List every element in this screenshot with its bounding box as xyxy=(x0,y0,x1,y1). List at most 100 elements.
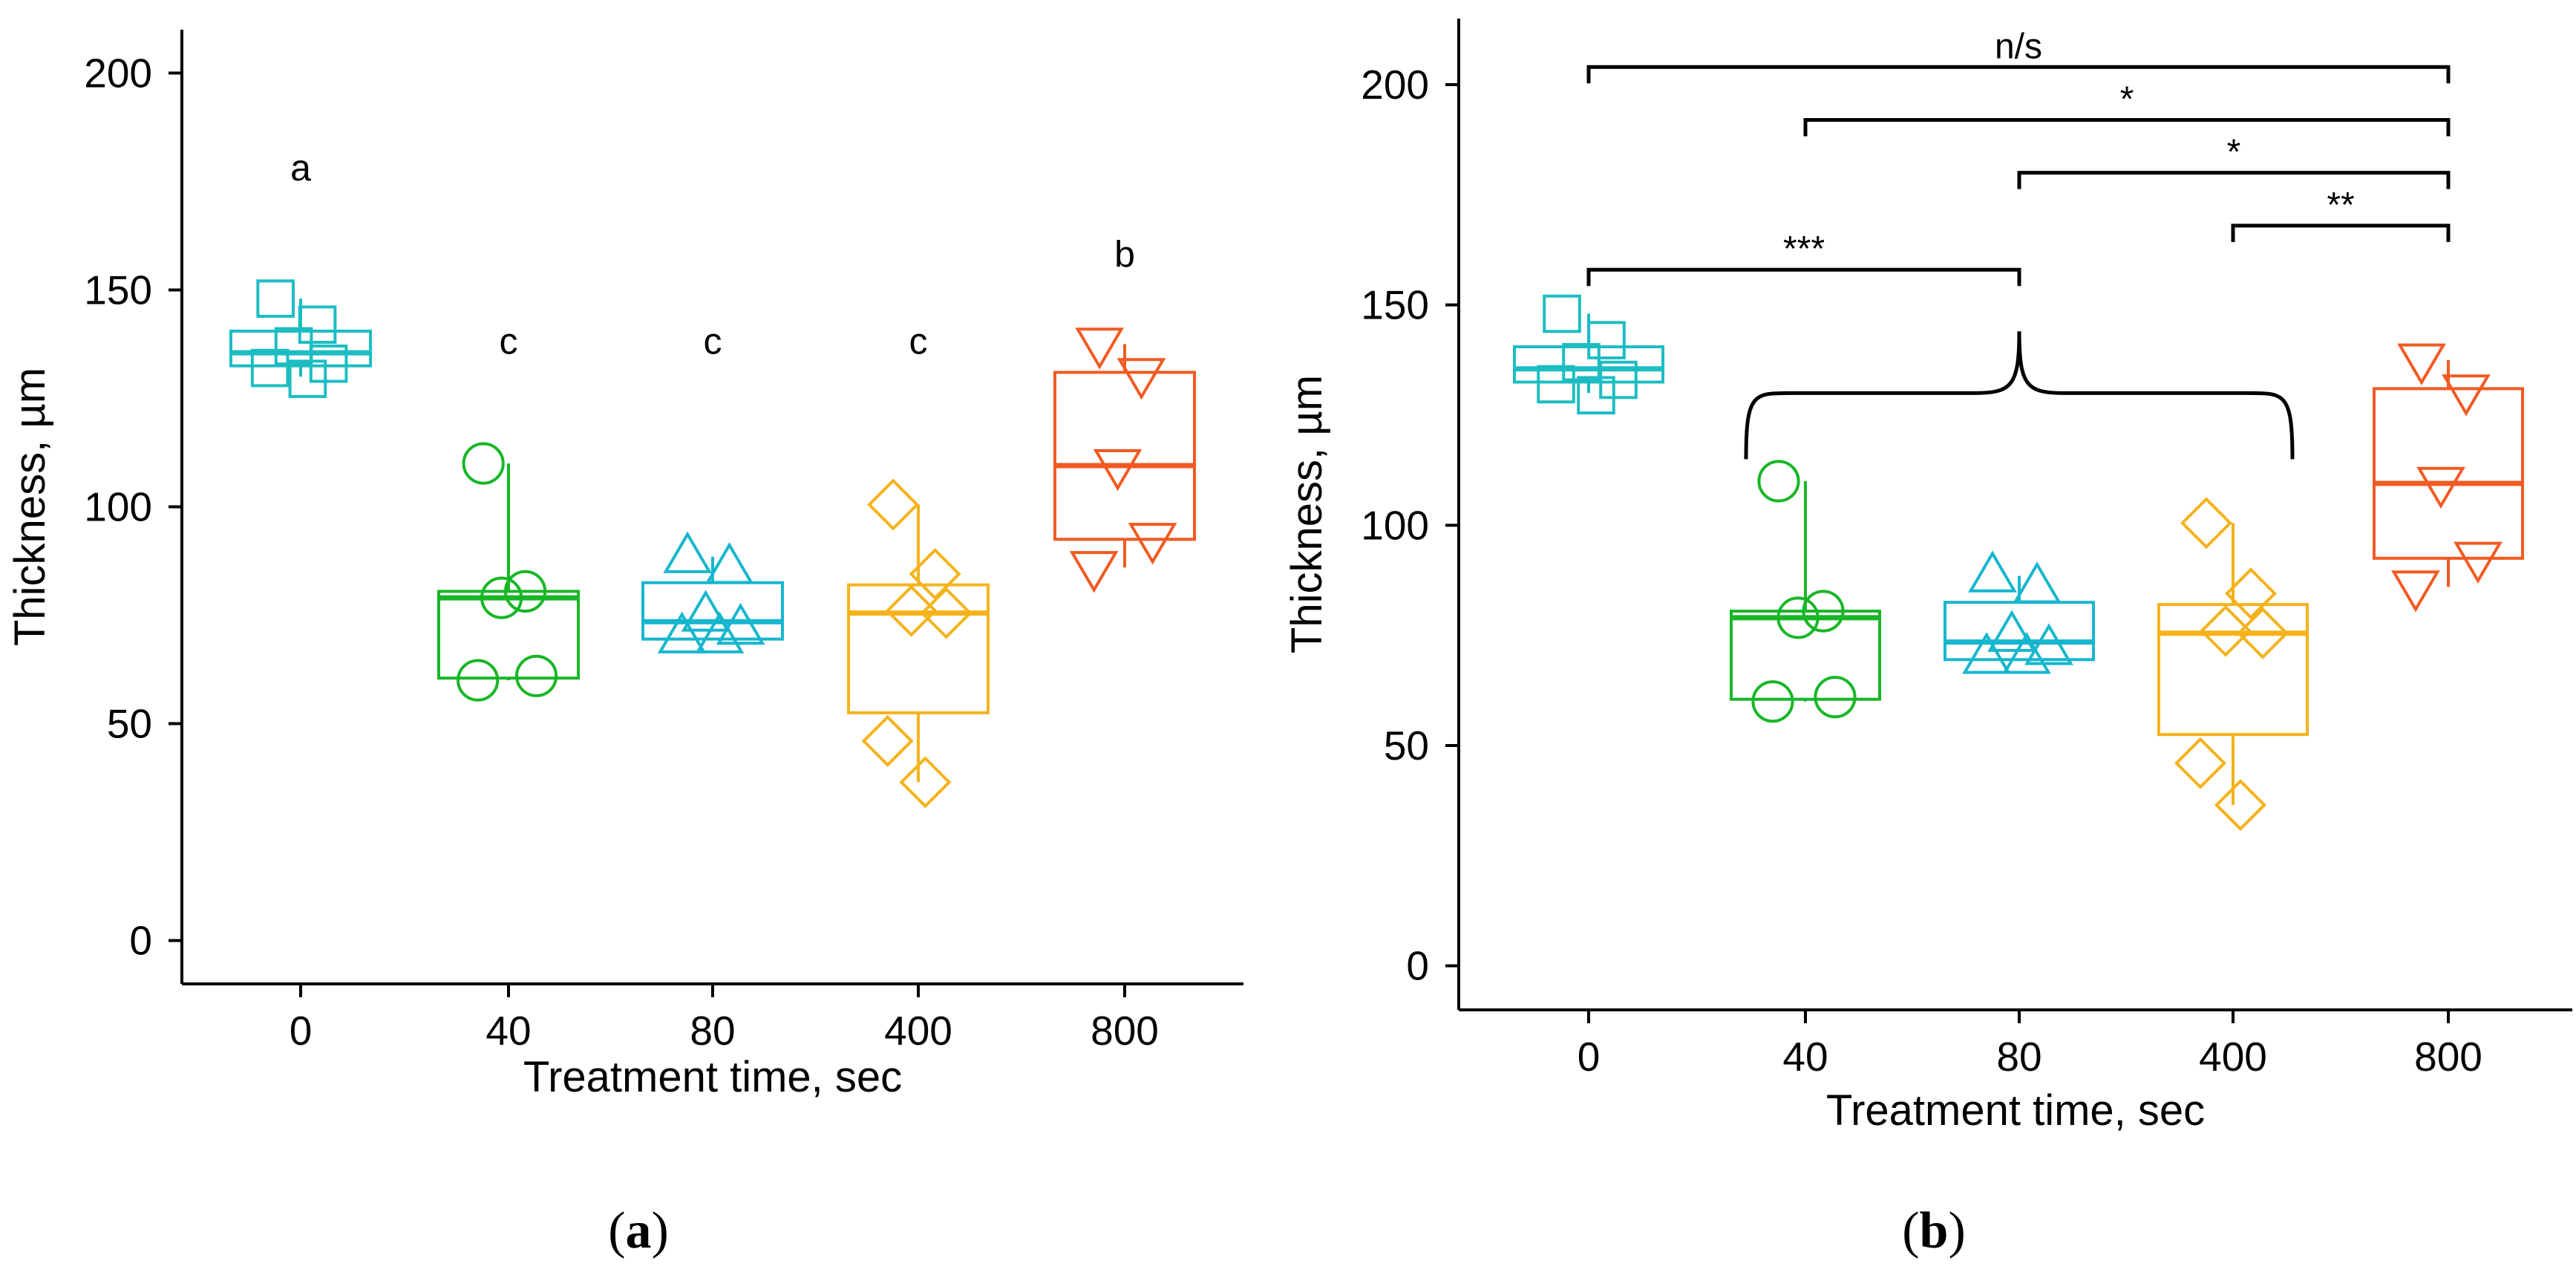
significance-label: * xyxy=(2227,133,2241,172)
data-point xyxy=(256,279,295,318)
data-point xyxy=(2013,561,2062,604)
data-point xyxy=(457,659,500,702)
comparison-bracket: * xyxy=(1803,79,2451,137)
box-group-80 xyxy=(1944,550,2095,674)
data-point xyxy=(1117,358,1166,400)
data-point xyxy=(274,327,313,366)
data-point xyxy=(899,756,952,809)
data-point xyxy=(1751,680,1794,723)
box-group-80: c xyxy=(641,321,784,653)
data-point xyxy=(462,442,505,485)
x-tick-label: 80 xyxy=(690,1008,735,1054)
data-point xyxy=(861,714,914,767)
group-letter: c xyxy=(500,321,518,362)
y-tick-label: 50 xyxy=(1384,723,1429,769)
data-point xyxy=(716,602,765,645)
data-point xyxy=(1968,550,2017,593)
data-point xyxy=(1757,460,1800,503)
data-point xyxy=(885,584,938,637)
significance-label: * xyxy=(2120,79,2134,119)
data-point xyxy=(503,570,547,613)
box-group-40 xyxy=(1730,460,1881,723)
data-point xyxy=(2174,737,2227,789)
y-tick-label: 150 xyxy=(1361,282,1429,328)
data-point xyxy=(515,654,558,697)
box-group-800 xyxy=(2373,343,2524,613)
data-point xyxy=(1075,327,1125,370)
data-point xyxy=(2002,632,2051,674)
data-point xyxy=(920,587,972,639)
data-point xyxy=(1814,676,1857,719)
data-point xyxy=(2199,604,2252,657)
data-point xyxy=(1069,551,1119,593)
data-point xyxy=(2214,779,2267,832)
panel-caption-letter: a xyxy=(626,1202,652,1259)
y-tick-label: 200 xyxy=(1361,62,1429,108)
data-point xyxy=(2416,466,2465,509)
data-point xyxy=(2236,607,2289,659)
data-point xyxy=(2454,541,2503,584)
comparison-bracket: *** xyxy=(1586,229,2021,287)
significance-label: *** xyxy=(1783,229,1825,269)
data-point xyxy=(1577,376,1615,415)
significance-label: n/s xyxy=(1995,27,2042,66)
box xyxy=(1053,371,1196,541)
data-point xyxy=(909,548,961,601)
data-point xyxy=(2397,343,2446,386)
panel-caption: (b) xyxy=(1902,1202,1966,1259)
significance-label: ** xyxy=(2327,186,2354,225)
box-group-400: c xyxy=(847,321,990,809)
x-tick-label: 0 xyxy=(290,1008,313,1054)
x-axis-title: Treatment time, sec xyxy=(1826,1086,2205,1135)
box-group-0 xyxy=(1513,294,1664,415)
x-tick-label: 40 xyxy=(1782,1034,1828,1080)
x-tick-label: 400 xyxy=(884,1008,952,1054)
y-tick-label: 0 xyxy=(129,918,152,964)
box xyxy=(2373,387,2524,560)
data-point xyxy=(681,590,730,632)
comparison-bracket: * xyxy=(2017,133,2451,189)
box-group-40: c xyxy=(437,321,580,702)
data-point xyxy=(480,576,523,619)
y-tick-label: 100 xyxy=(1361,502,1429,548)
bracket-line xyxy=(1586,267,2021,287)
data-point xyxy=(309,344,348,383)
box xyxy=(437,590,580,680)
data-point xyxy=(1562,343,1601,382)
data-point xyxy=(2180,497,2233,549)
data-point xyxy=(2442,374,2491,417)
data-point xyxy=(695,611,745,653)
panel-caption: (a) xyxy=(608,1202,669,1259)
data-point xyxy=(2224,567,2278,620)
bracket-line xyxy=(1803,117,2451,137)
group-letter: c xyxy=(704,321,722,362)
data-point xyxy=(1962,632,2011,674)
comparison-bracket: ** xyxy=(2231,186,2451,242)
comparison-bracket: n/s xyxy=(1586,27,2451,84)
data-point xyxy=(705,542,754,584)
group-letter: a xyxy=(290,147,311,189)
panel-caption-letter: b xyxy=(1920,1202,1949,1259)
y-tick-label: 200 xyxy=(84,50,152,96)
data-point xyxy=(1537,365,1575,404)
y-axis-title: Thickness, µm xyxy=(6,368,54,646)
data-point xyxy=(1987,610,2036,652)
x-tick-label: 80 xyxy=(1996,1034,2041,1080)
x-tick-label: 800 xyxy=(2414,1034,2482,1080)
box-group-800: b xyxy=(1053,234,1196,593)
data-point xyxy=(1599,360,1638,399)
data-point xyxy=(1543,294,1581,333)
data-point xyxy=(1776,596,1820,639)
box-group-400 xyxy=(2157,497,2309,832)
y-tick-label: 100 xyxy=(84,484,152,530)
box xyxy=(1730,610,1881,701)
box-group-0: a xyxy=(229,147,372,398)
bracket-line xyxy=(2017,171,2451,189)
group-letter: c xyxy=(909,321,928,362)
data-point xyxy=(2024,623,2073,665)
y-tick-label: 50 xyxy=(107,701,152,747)
bracket-line xyxy=(1586,65,2451,84)
x-axis-title: Treatment time, sec xyxy=(523,1053,902,1101)
panel-b: 0 50 100 150 200 0 40 80 400 800 Treatment time, s… xyxy=(1283,19,2572,1259)
data-point xyxy=(867,478,920,531)
